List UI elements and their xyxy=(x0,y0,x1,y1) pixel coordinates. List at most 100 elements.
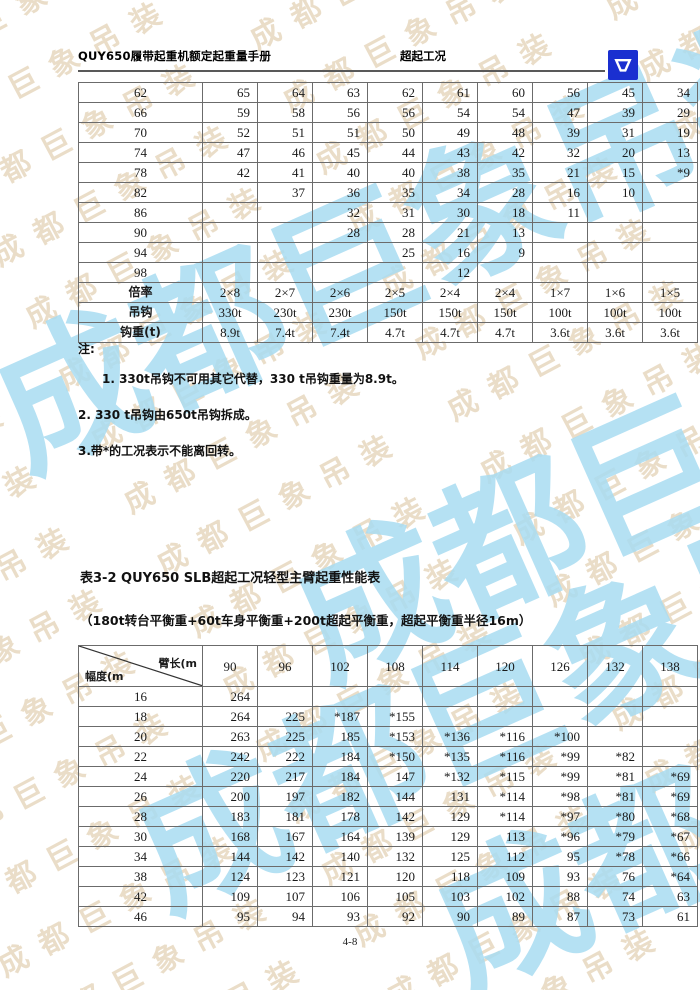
row-label: 46 xyxy=(78,906,203,927)
table-cell: 144 xyxy=(202,846,258,867)
row-label: 86 xyxy=(78,202,203,223)
table-cell: *115 xyxy=(477,766,533,787)
column-header: 126 xyxy=(532,645,588,687)
table-cell: 31 xyxy=(587,122,643,143)
table-cell: 1×6 xyxy=(587,282,643,303)
table-cell: 124 xyxy=(202,866,258,887)
table-cell: 7.4t xyxy=(312,322,368,343)
table-cell: 330t xyxy=(202,302,258,323)
table-cell: 100t xyxy=(642,302,698,323)
table-cell: 10 xyxy=(587,182,643,203)
column-header: 120 xyxy=(477,645,533,687)
table-cell: *99 xyxy=(532,766,588,787)
super-lift-chart-table: 62 65 64 63 62 61 60 56 45 34 66 59 58 56 56 54 54 47 39 29… xyxy=(78,82,698,343)
table-cell: 45 xyxy=(587,82,643,103)
table-cell: 222 xyxy=(257,746,313,767)
table-row: 38 124 123 121 120 118 109 93 76 *64 xyxy=(78,866,698,887)
table-cell xyxy=(257,262,313,283)
table-cell: 102 xyxy=(477,886,533,907)
table-cell: *98 xyxy=(532,786,588,807)
table-cell: 95 xyxy=(532,846,588,867)
manual-title: QUY650履带起重机额定起重量手册 xyxy=(78,49,272,63)
table-cell: *66 xyxy=(642,846,698,867)
table-cell: 54 xyxy=(422,102,478,123)
row-label: 18 xyxy=(78,706,203,727)
column-header: 132 xyxy=(587,645,643,687)
table-cell: *78 xyxy=(587,846,643,867)
table-cell: 61 xyxy=(422,82,478,103)
table-cell: 105 xyxy=(367,886,423,907)
notes-block: 注: 1. 330t吊钩不可用其它代替，330 t吊钩重量为8.9t。 2. 3… xyxy=(78,340,618,478)
company-logo xyxy=(608,50,638,80)
table-cell: 30 xyxy=(422,202,478,223)
table-cell: 123 xyxy=(257,866,313,887)
table-cell: 37 xyxy=(257,182,313,203)
table-cell: 181 xyxy=(257,806,313,827)
table-row: 30 168 167 164 139 129 113 *96 *79 *67 xyxy=(78,826,698,847)
hexagon-logo-icon xyxy=(614,59,632,72)
table-cell xyxy=(312,686,368,707)
table-cell: 51 xyxy=(312,122,368,143)
table-row: 20 263 225 185 *153 *136 *116 *100 xyxy=(78,726,698,747)
table-cell: *155 xyxy=(367,706,423,727)
table-cell: 9 xyxy=(477,242,533,263)
table-cell: 142 xyxy=(367,806,423,827)
table-cell: *132 xyxy=(422,766,478,787)
row-label: 28 xyxy=(78,806,203,827)
table-cell xyxy=(642,182,698,203)
table-cell: 47 xyxy=(532,102,588,123)
table-cell xyxy=(642,202,698,223)
table-cell: *116 xyxy=(477,746,533,767)
table-cell: 46 xyxy=(257,142,313,163)
table-cell: 113 xyxy=(477,826,533,847)
table-cell: 56 xyxy=(532,82,588,103)
table-cell: 184 xyxy=(312,746,368,767)
table-cell xyxy=(202,202,258,223)
table-cell: 31 xyxy=(367,202,423,223)
table-cell xyxy=(642,262,698,283)
table-cell xyxy=(477,686,533,707)
table-cell: *81 xyxy=(587,786,643,807)
table-cell: 106 xyxy=(312,886,368,907)
row-label: 吊钩 xyxy=(78,302,203,323)
row-label: 22 xyxy=(78,746,203,767)
table-row: 18 264 225 *187 *155 xyxy=(78,706,698,727)
table-cell: 94 xyxy=(257,906,313,927)
table-cell: 21 xyxy=(422,222,478,243)
table-cell: 36 xyxy=(312,182,368,203)
table-cell: *81 xyxy=(587,766,643,787)
row-label: 钩重(t) xyxy=(78,322,203,343)
table-cell: 40 xyxy=(367,162,423,183)
table-cell: 42 xyxy=(202,162,258,183)
table-cell xyxy=(532,222,588,243)
table-cell: 150t xyxy=(422,302,478,323)
row-label: 98 xyxy=(78,262,203,283)
row-label: 78 xyxy=(78,162,203,183)
table-cell xyxy=(587,706,643,727)
table-cell xyxy=(587,202,643,223)
table-cell: *187 xyxy=(312,706,368,727)
table-cell: 92 xyxy=(367,906,423,927)
table-row: 28 183 181 178 142 129 *114 *97 *80 *68 xyxy=(78,806,698,827)
table-cell: *9 xyxy=(642,162,698,183)
row-label: 62 xyxy=(78,82,203,103)
table-cell xyxy=(257,242,313,263)
table-cell: 4.7t xyxy=(422,322,478,343)
notes-heading: 注: xyxy=(78,342,95,356)
table-cell: 32 xyxy=(532,142,588,163)
table-row: 26 200 197 182 144 131 *114 *98 *81 *69 xyxy=(78,786,698,807)
table-cell xyxy=(587,262,643,283)
table-cell: 220 xyxy=(202,766,258,787)
table-cell: 182 xyxy=(312,786,368,807)
row-label: 20 xyxy=(78,726,203,747)
row-label: 66 xyxy=(78,102,203,123)
table-cell xyxy=(257,202,313,223)
table-cell: 4.7t xyxy=(367,322,423,343)
table-cell: 132 xyxy=(367,846,423,867)
table-cell: 43 xyxy=(422,142,478,163)
table-cell: *114 xyxy=(477,806,533,827)
table-cell: 109 xyxy=(202,886,258,907)
note-item-3: 3.带*的工况表示不能离回转。 xyxy=(78,444,242,458)
table-cell: 225 xyxy=(257,726,313,747)
